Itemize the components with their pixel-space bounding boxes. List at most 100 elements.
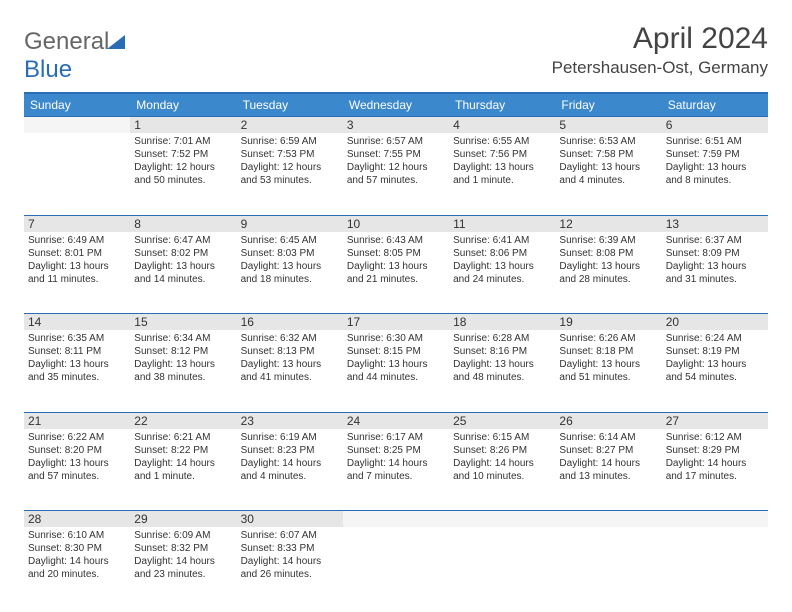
day-day1: Daylight: 13 hours: [28, 260, 126, 273]
day-sunrise: Sunrise: 6:17 AM: [347, 431, 445, 444]
day-day2: and 21 minutes.: [347, 273, 445, 286]
day-number: 16: [237, 314, 343, 331]
day-number: 23: [237, 412, 343, 429]
day-sunset: Sunset: 7:56 PM: [453, 148, 551, 161]
day-sunrise: Sunrise: 6:34 AM: [134, 332, 232, 345]
day-sunrise: Sunrise: 6:39 AM: [559, 234, 657, 247]
day-sunset: Sunset: 8:16 PM: [453, 345, 551, 358]
day-number: [555, 511, 661, 528]
day-number: 15: [130, 314, 236, 331]
day-number: 12: [555, 215, 661, 232]
day-cell: Sunrise: 6:21 AMSunset: 8:22 PMDaylight:…: [130, 429, 236, 511]
day-sunrise: Sunrise: 6:57 AM: [347, 135, 445, 148]
day-sunrise: Sunrise: 6:26 AM: [559, 332, 657, 345]
day-sunset: Sunset: 7:55 PM: [347, 148, 445, 161]
day-number: [449, 511, 555, 528]
day-sunset: Sunset: 8:05 PM: [347, 247, 445, 260]
day-sunset: Sunset: 8:06 PM: [453, 247, 551, 260]
day-number-row: 14151617181920: [24, 314, 768, 331]
day-day2: and 38 minutes.: [134, 371, 232, 384]
day-number-row: 21222324252627: [24, 412, 768, 429]
month-title: April 2024: [552, 22, 768, 56]
day-day2: and 1 minute.: [453, 174, 551, 187]
day-sunrise: Sunrise: 6:55 AM: [453, 135, 551, 148]
day-sunrise: Sunrise: 7:01 AM: [134, 135, 232, 148]
day-cell: [24, 133, 130, 215]
day-cell: Sunrise: 6:28 AMSunset: 8:16 PMDaylight:…: [449, 330, 555, 412]
day-day2: and 57 minutes.: [28, 470, 126, 483]
day-sunrise: Sunrise: 6:19 AM: [241, 431, 339, 444]
day-day1: Daylight: 12 hours: [241, 161, 339, 174]
day-day1: Daylight: 13 hours: [28, 358, 126, 371]
day-sunrise: Sunrise: 6:53 AM: [559, 135, 657, 148]
day-day1: Daylight: 13 hours: [134, 260, 232, 273]
day-number: 17: [343, 314, 449, 331]
day-day1: Daylight: 12 hours: [347, 161, 445, 174]
day-number: 3: [343, 117, 449, 134]
day-day2: and 17 minutes.: [666, 470, 764, 483]
day-day2: and 53 minutes.: [241, 174, 339, 187]
day-cell: Sunrise: 6:19 AMSunset: 8:23 PMDaylight:…: [237, 429, 343, 511]
day-day2: and 41 minutes.: [241, 371, 339, 384]
day-day2: and 1 minute.: [134, 470, 232, 483]
day-day1: Daylight: 14 hours: [241, 457, 339, 470]
day-sunrise: Sunrise: 6:41 AM: [453, 234, 551, 247]
day-sunrise: Sunrise: 6:49 AM: [28, 234, 126, 247]
day-cell: Sunrise: 7:01 AMSunset: 7:52 PMDaylight:…: [130, 133, 236, 215]
day-day1: Daylight: 13 hours: [347, 260, 445, 273]
day-number: 4: [449, 117, 555, 134]
logo: General Blue: [24, 22, 125, 84]
day-number-row: 123456: [24, 117, 768, 134]
day-cell: [449, 527, 555, 609]
day-day2: and 48 minutes.: [453, 371, 551, 384]
day-number: 21: [24, 412, 130, 429]
day-day1: Daylight: 14 hours: [241, 555, 339, 568]
day-cell: Sunrise: 6:09 AMSunset: 8:32 PMDaylight:…: [130, 527, 236, 609]
day-cell: [343, 527, 449, 609]
day-day2: and 7 minutes.: [347, 470, 445, 483]
weekday-header: Wednesday: [343, 93, 449, 117]
day-sunset: Sunset: 8:20 PM: [28, 444, 126, 457]
day-number: 27: [662, 412, 768, 429]
day-sunrise: Sunrise: 6:32 AM: [241, 332, 339, 345]
day-sunrise: Sunrise: 6:12 AM: [666, 431, 764, 444]
day-cell: Sunrise: 6:07 AMSunset: 8:33 PMDaylight:…: [237, 527, 343, 609]
day-sunset: Sunset: 8:02 PM: [134, 247, 232, 260]
day-number: 25: [449, 412, 555, 429]
day-day1: Daylight: 13 hours: [134, 358, 232, 371]
day-day1: Daylight: 12 hours: [134, 161, 232, 174]
day-content-row: Sunrise: 6:10 AMSunset: 8:30 PMDaylight:…: [24, 527, 768, 609]
logo-triangle-icon: [107, 35, 125, 49]
day-sunset: Sunset: 8:30 PM: [28, 542, 126, 555]
day-day1: Daylight: 13 hours: [453, 358, 551, 371]
day-number: 20: [662, 314, 768, 331]
logo-word-1: General: [24, 28, 109, 55]
day-number: 2: [237, 117, 343, 134]
day-number: 7: [24, 215, 130, 232]
day-day2: and 8 minutes.: [666, 174, 764, 187]
day-day1: Daylight: 13 hours: [347, 358, 445, 371]
day-day1: Daylight: 13 hours: [666, 161, 764, 174]
day-number: 14: [24, 314, 130, 331]
day-content-row: Sunrise: 6:35 AMSunset: 8:11 PMDaylight:…: [24, 330, 768, 412]
day-number: 30: [237, 511, 343, 528]
day-day1: Daylight: 13 hours: [559, 260, 657, 273]
day-cell: Sunrise: 6:10 AMSunset: 8:30 PMDaylight:…: [24, 527, 130, 609]
day-cell: Sunrise: 6:22 AMSunset: 8:20 PMDaylight:…: [24, 429, 130, 511]
day-day2: and 18 minutes.: [241, 273, 339, 286]
day-day2: and 10 minutes.: [453, 470, 551, 483]
weekday-header: Tuesday: [237, 93, 343, 117]
weekday-header: Sunday: [24, 93, 130, 117]
day-sunset: Sunset: 8:26 PM: [453, 444, 551, 457]
day-sunset: Sunset: 7:53 PM: [241, 148, 339, 161]
location: Petershausen-Ost, Germany: [552, 58, 768, 78]
day-sunset: Sunset: 8:33 PM: [241, 542, 339, 555]
day-sunrise: Sunrise: 6:07 AM: [241, 529, 339, 542]
day-day1: Daylight: 14 hours: [453, 457, 551, 470]
day-cell: Sunrise: 6:53 AMSunset: 7:58 PMDaylight:…: [555, 133, 661, 215]
weekday-header: Monday: [130, 93, 236, 117]
day-day2: and 26 minutes.: [241, 568, 339, 581]
day-cell: [555, 527, 661, 609]
day-sunset: Sunset: 8:11 PM: [28, 345, 126, 358]
day-day2: and 11 minutes.: [28, 273, 126, 286]
